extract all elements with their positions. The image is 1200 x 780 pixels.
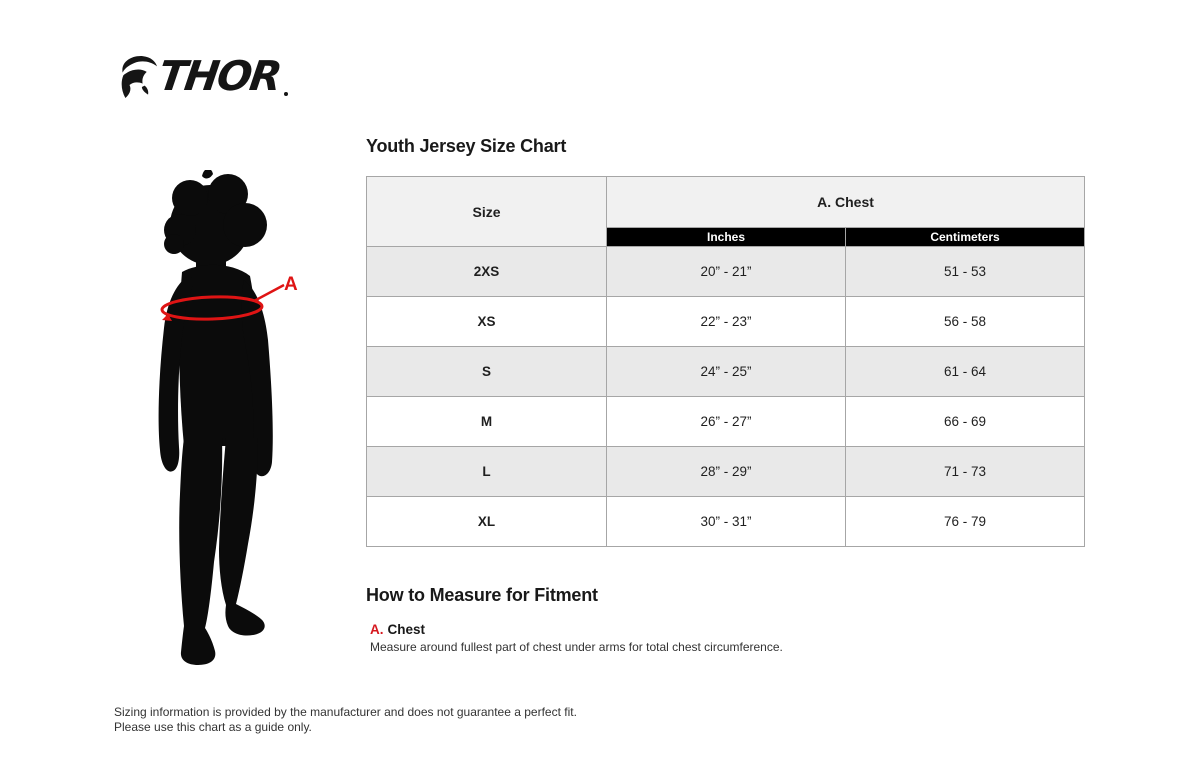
chest-group-header: A. Chest [605, 176, 1086, 228]
size-cell: L [366, 446, 607, 497]
table-row: S 24” - 25” 61 - 64 [366, 346, 1086, 397]
disclaimer-line-2: Please use this chart as a guide only. [114, 720, 312, 734]
inches-cell: 30” - 31” [606, 496, 846, 547]
brand-logo: THOR [113, 46, 288, 106]
centimeters-cell: 71 - 73 [844, 446, 1086, 497]
size-column-header: Size [366, 176, 607, 247]
inches-cell: 26” - 27” [606, 396, 846, 447]
size-cell: 2XS [366, 246, 607, 297]
inches-unit-header: Inches [606, 227, 846, 247]
inches-cell: 24” - 25” [606, 346, 846, 397]
table-row: 2XS 20” - 21” 51 - 53 [366, 246, 1086, 297]
inches-cell: 20” - 21” [606, 246, 846, 297]
child-silhouette [158, 170, 285, 665]
centimeters-cell: 61 - 64 [844, 346, 1086, 397]
brand-wordmark: THOR [155, 52, 284, 100]
size-cell: S [366, 346, 607, 397]
measure-item-chest: A. Chest Measure around fullest part of c… [370, 622, 783, 654]
centimeters-unit-header: Centimeters [844, 227, 1086, 247]
chest-marker-label: A [284, 274, 298, 295]
measure-item-description: Measure around fullest part of chest und… [370, 640, 783, 654]
chest-measure-line [160, 283, 285, 321]
goat-head-icon [121, 56, 157, 98]
centimeters-cell: 56 - 58 [844, 296, 1086, 347]
logo-trademark-dot [283, 92, 288, 96]
centimeters-cell: 76 - 79 [844, 496, 1086, 547]
measure-section-heading: How to Measure for Fitment [366, 585, 598, 605]
size-cell: XS [366, 296, 607, 347]
size-cell: XL [366, 496, 607, 547]
chart-title: Youth Jersey Size Chart [366, 136, 567, 156]
table-row: L 28” - 29” 71 - 73 [366, 446, 1086, 497]
table-row: XL 30” - 31” 76 - 79 [366, 496, 1086, 547]
measure-item-name: Chest [387, 622, 426, 637]
disclaimer-line-1: Sizing information is provided by the ma… [114, 705, 577, 719]
size-chart-table: Size A. Chest Inches Centimeters 2XS 20”… [366, 176, 1086, 547]
inches-cell: 28” - 29” [606, 446, 846, 497]
sizing-disclaimer: Sizing information is provided by the ma… [114, 705, 577, 735]
inches-cell: 22” - 23” [606, 296, 846, 347]
centimeters-cell: 51 - 53 [844, 246, 1086, 297]
measure-item-letter: A. [370, 622, 384, 637]
table-row: M 26” - 27” 66 - 69 [366, 396, 1086, 447]
measurement-figure: A [150, 170, 320, 670]
centimeters-cell: 66 - 69 [844, 396, 1086, 447]
size-cell: M [366, 396, 607, 447]
table-row: XS 22” - 23” 56 - 58 [366, 296, 1086, 347]
